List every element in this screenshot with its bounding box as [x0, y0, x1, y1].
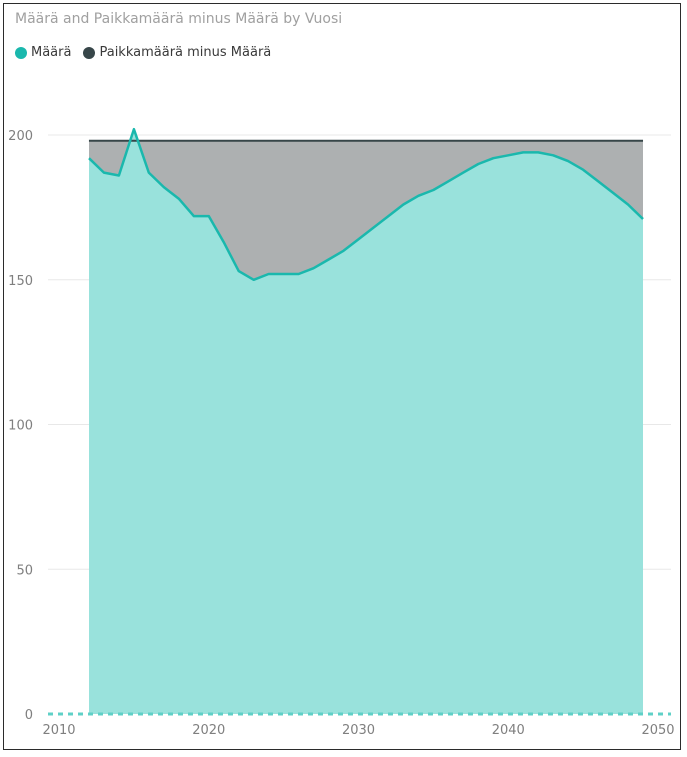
x-tick-label: 2050: [641, 723, 674, 738]
legend-item-maara[interactable]: Määrä: [15, 45, 71, 60]
legend-label-paikkamaara: Paikkamäärä minus Määrä: [99, 45, 272, 60]
y-tick-label: 0: [25, 708, 33, 723]
legend-marker-maara: [15, 46, 27, 59]
x-tick-label: 2020: [192, 723, 225, 738]
area-paikkamaara-minus-maara: [89, 129, 643, 280]
legend[interactable]: Määrä Paikkamäärä minus Määrä: [15, 45, 283, 60]
area-maara: [89, 129, 643, 714]
y-tick-label: 150: [8, 274, 33, 289]
legend-label-maara: Määrä: [31, 45, 72, 60]
legend-item-paikkamaara[interactable]: Paikkamäärä minus Määrä: [83, 45, 271, 60]
y-tick-label: 200: [8, 129, 33, 144]
y-tick-label: 100: [8, 419, 33, 434]
line-maara: [88, 127, 644, 282]
chart-title: Määrä and Paikkamäärä minus Määrä by Vuo…: [15, 11, 343, 27]
x-tick-label: 2030: [342, 723, 375, 738]
x-tick-label: 2010: [42, 723, 75, 738]
y-tick-label: 50: [16, 563, 33, 578]
legend-marker-paikkamaara: [83, 46, 96, 59]
x-tick-label: 2040: [492, 723, 525, 738]
